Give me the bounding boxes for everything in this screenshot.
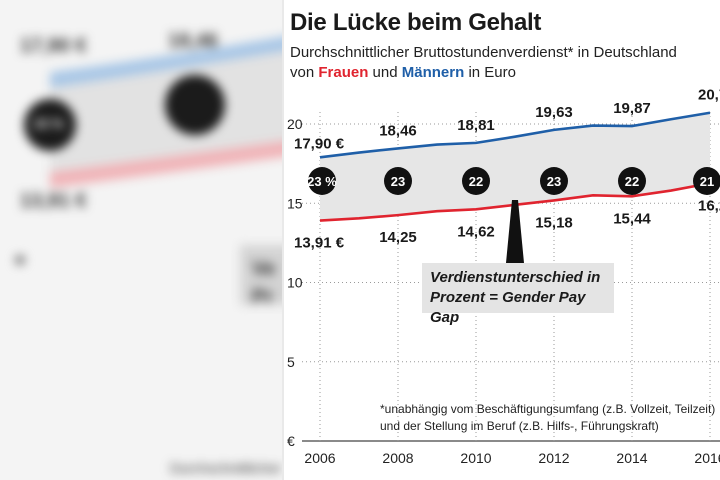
blurred-content: 17,90 € 18,46 13,91 € 23 % Ve Pr Durchsc… (0, 0, 282, 480)
gap-badge-text-2014: 22 (625, 174, 639, 189)
gap-badge-text-2010: 22 (469, 174, 483, 189)
blurred-shapes (15, 36, 282, 305)
x-tick-2006: 2006 (304, 450, 335, 466)
blurred-background-graphic: 17,90 € 18,46 13,91 € 23 % Ve Pr Durchsc… (0, 0, 282, 480)
y-tick-15: 15 (287, 195, 303, 211)
x-tick-2014: 2014 (616, 450, 647, 466)
y-tick-euro: € (287, 433, 295, 449)
gender-pay-gap-callout: Verdienstunterschied in Prozent = Gender… (422, 263, 614, 326)
men-label-2008: 18,46 (379, 122, 417, 139)
gap-badge-2006 (308, 167, 336, 195)
blurred-blue-band (50, 36, 282, 88)
men-label-2006: 17,90 € (294, 135, 345, 152)
men-label-2016: 20,71 (698, 87, 720, 104)
panel-divider (282, 0, 284, 480)
gap-band (320, 112, 710, 221)
legend-men: Männern (401, 64, 465, 81)
blurred-dot-1 (15, 255, 25, 265)
blurred-text-5: Ve (252, 258, 276, 280)
data-labels-layer: 17,90 € 18,46 18,81 19,63 19,87 20,71 13,91 € 1… (294, 87, 720, 252)
gap-badge-2008 (384, 167, 412, 195)
gap-badge-text-2012: 23 (547, 174, 561, 189)
legend-women: Frauen (318, 64, 369, 81)
women-label-2010: 14,62 (457, 223, 495, 240)
women-label-2008: 14,25 (379, 229, 417, 246)
men-series-line (319, 111, 711, 159)
gap-badge-text-2006: 23 % (307, 174, 337, 189)
gap-band-layer (320, 112, 710, 221)
subtitle-und: und (372, 64, 398, 81)
blurred-circle-2 (165, 75, 225, 135)
men-label-2010: 18,81 (457, 117, 495, 134)
blurred-box (240, 245, 282, 305)
subtitle-von: von (290, 64, 315, 81)
women-label-2012: 15,18 (535, 214, 573, 231)
blurred-text-2: 18,46 (168, 30, 219, 52)
blurred-text-4: 23 % (34, 116, 64, 131)
blurred-circle-1 (24, 99, 76, 151)
annotation-pointer-layer (506, 200, 524, 263)
footnote-line-1: *unabhängig vom Beschäftigungsumfang (z.… (380, 402, 716, 416)
gap-badge-text-2016: 21 (700, 174, 714, 189)
x-tick-2008: 2008 (382, 450, 413, 466)
women-label-2016: 16,26 (698, 197, 720, 214)
infographic: Die Lücke beim Gehalt Durchschnittlicher… (284, 0, 720, 480)
line-chart: 23 % 23 22 23 22 21 17,90 € 18,46 18,81 19,63 19,… (287, 87, 720, 466)
y-tick-5: 5 (287, 354, 295, 370)
men-label-2014: 19,87 (613, 100, 651, 117)
x-tick-2010: 2010 (460, 450, 491, 466)
blurred-text-6: Pr (252, 286, 274, 308)
x-tick-2016: 2016 (694, 450, 720, 466)
y-tick-20: 20 (287, 116, 303, 132)
gap-badge-2010 (462, 167, 490, 195)
chart-subtitle-line-2: von Frauen und Männern in Euro (290, 64, 516, 81)
callout-line-2: Prozent = Gender Pay Gap (430, 289, 586, 326)
annotation-pointer (506, 200, 524, 263)
men-label-2012: 19,63 (535, 104, 573, 121)
footnote-line-2: und der Stellung im Beruf (z.B. Hilfs-, … (380, 419, 659, 433)
chart-subtitle-line-1: Durchschnittlicher Bruttostundenverdiens… (290, 44, 677, 61)
women-label-2006: 13,91 € (294, 235, 345, 252)
gap-badges-layer: 23 % 23 22 23 22 21 (307, 167, 720, 195)
blurred-text-3: 13,91 € (20, 190, 87, 212)
blurred-text-7: Durchschnittlicher (170, 460, 282, 476)
gap-badge-2014 (618, 167, 646, 195)
gap-badge-2012 (540, 167, 568, 195)
callout-line-1: Verdienstunterschied in (430, 269, 601, 286)
x-tick-2012: 2012 (538, 450, 569, 466)
y-tick-10: 10 (287, 275, 303, 291)
blurred-red-band (50, 141, 282, 188)
axis-labels-layer: 20 15 10 5 €2006 2008 2010 2012 2014 2016 (287, 116, 720, 466)
blurred-text-1: 17,90 € (20, 35, 87, 57)
subtitle-in-euro: in Euro (468, 64, 516, 81)
chart-title: Die Lücke beim Gehalt (290, 9, 542, 36)
women-label-2014: 15,44 (613, 210, 651, 227)
gap-badge-2016 (693, 167, 720, 195)
gap-badge-text-2008: 23 (391, 174, 405, 189)
